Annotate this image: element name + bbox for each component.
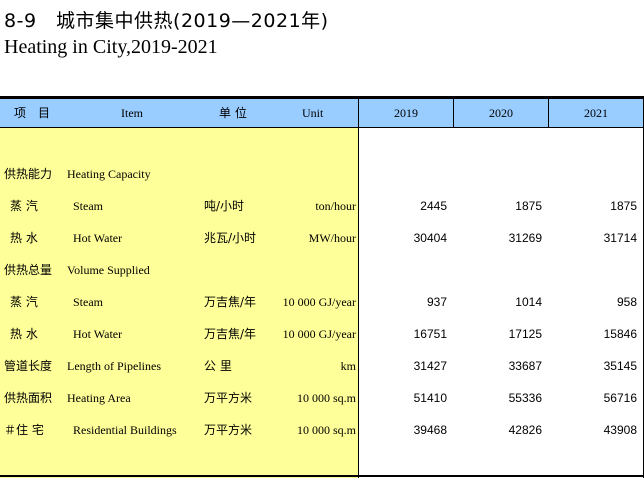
- label-column-background: [0, 96, 358, 478]
- row-unit-cn: 万吉焦/年: [204, 327, 257, 341]
- table-header: 项 目 Item 单 位 Unit 2019 2020 2021: [0, 99, 644, 128]
- value-2021: 31714: [603, 231, 637, 245]
- value-2019: 51410: [413, 391, 447, 405]
- value-2020: 33687: [508, 359, 542, 373]
- row-label-en: Length of Pipelines: [67, 359, 161, 373]
- row-label-en: Residential Buildings: [73, 423, 177, 437]
- column-divider-2020: [548, 96, 549, 128]
- row-label-cn: 供热能力: [4, 167, 53, 181]
- table-title-english: Heating in City,2019-2021: [4, 36, 218, 58]
- header-unit-en: Unit: [302, 106, 324, 120]
- header-year-2019: 2019: [394, 106, 418, 120]
- row-unit-en: MW/hour: [308, 231, 356, 245]
- bottom-rule: [0, 475, 644, 477]
- table-title-chinese: 8-9 城市集中供热(2019—2021年): [4, 10, 329, 32]
- row-label-cn: 管道长度: [4, 359, 53, 373]
- row-label-en: Steam: [73, 295, 103, 309]
- row-unit-en: 10 000 sq.m: [296, 423, 356, 437]
- row-unit-en: ton/hour: [315, 199, 356, 213]
- row-unit-en: 10 000 GJ/year: [282, 327, 356, 341]
- row-unit-cn: 万平方米: [204, 391, 253, 405]
- header-unit-cn: 单 位: [219, 106, 247, 120]
- row-unit-en: 10 000 sq.m: [296, 391, 356, 405]
- value-2020: 17125: [508, 327, 542, 341]
- row-unit-cn: 兆瓦/小时: [204, 231, 257, 245]
- row-label-en: Heating Area: [67, 391, 131, 405]
- header-year-2021: 2021: [584, 106, 608, 120]
- row-unit-en: 10 000 GJ/year: [282, 295, 356, 309]
- value-2021: 35145: [603, 359, 637, 373]
- column-divider-label: [358, 96, 359, 478]
- row-label-cn: 热 水: [10, 327, 38, 341]
- row-label-cn: 热 水: [10, 231, 38, 245]
- header-item-cn: 项 目: [14, 106, 51, 120]
- row-label-en: Hot Water: [73, 231, 123, 245]
- row-label-en: Heating Capacity: [67, 167, 151, 181]
- value-2019: 30404: [413, 231, 447, 245]
- value-2020: 1875: [515, 199, 542, 213]
- row-unit-cn: 万平方米: [204, 423, 253, 437]
- row-label-en: Volume Supplied: [67, 263, 150, 277]
- value-2020: 1014: [515, 295, 542, 309]
- header-year-2020: 2020: [489, 106, 513, 120]
- row-unit-cn: 公 里: [204, 359, 232, 373]
- value-2019: 31427: [413, 359, 447, 373]
- value-2019: 937: [426, 295, 447, 309]
- value-2020: 55336: [508, 391, 542, 405]
- row-label-en: Steam: [73, 199, 103, 213]
- value-2021: 43908: [603, 423, 637, 437]
- row-label-cn: 蒸 汽: [10, 199, 38, 213]
- value-2020: 42826: [508, 423, 542, 437]
- value-2021: 1875: [610, 199, 637, 213]
- row-unit-cn: 万吉焦/年: [204, 295, 257, 309]
- value-2021: 56716: [603, 391, 637, 405]
- value-2019: 39468: [413, 423, 447, 437]
- row-label-cn: 供热总量: [4, 263, 53, 277]
- header-item-en: Item: [121, 106, 143, 120]
- value-2020: 31269: [508, 231, 542, 245]
- row-unit-cn: 吨/小时: [204, 199, 245, 213]
- row-label-cn: 供热面积: [4, 391, 53, 405]
- top-rule: [0, 96, 644, 99]
- column-divider-2019: [453, 96, 454, 128]
- value-2019: 16751: [413, 327, 447, 341]
- value-2021: 958: [616, 295, 637, 309]
- row-label-cn: ＃住 宅: [4, 423, 44, 437]
- heating-table: 项 目 Item 单 位 Unit 2019 2020 2021 供热能力 Hea…: [0, 96, 644, 478]
- value-2019: 2445: [420, 199, 447, 213]
- row-unit-en: km: [340, 359, 356, 373]
- value-2021: 15846: [603, 327, 637, 341]
- row-label-en: Hot Water: [73, 327, 123, 341]
- row-label-cn: 蒸 汽: [10, 295, 38, 309]
